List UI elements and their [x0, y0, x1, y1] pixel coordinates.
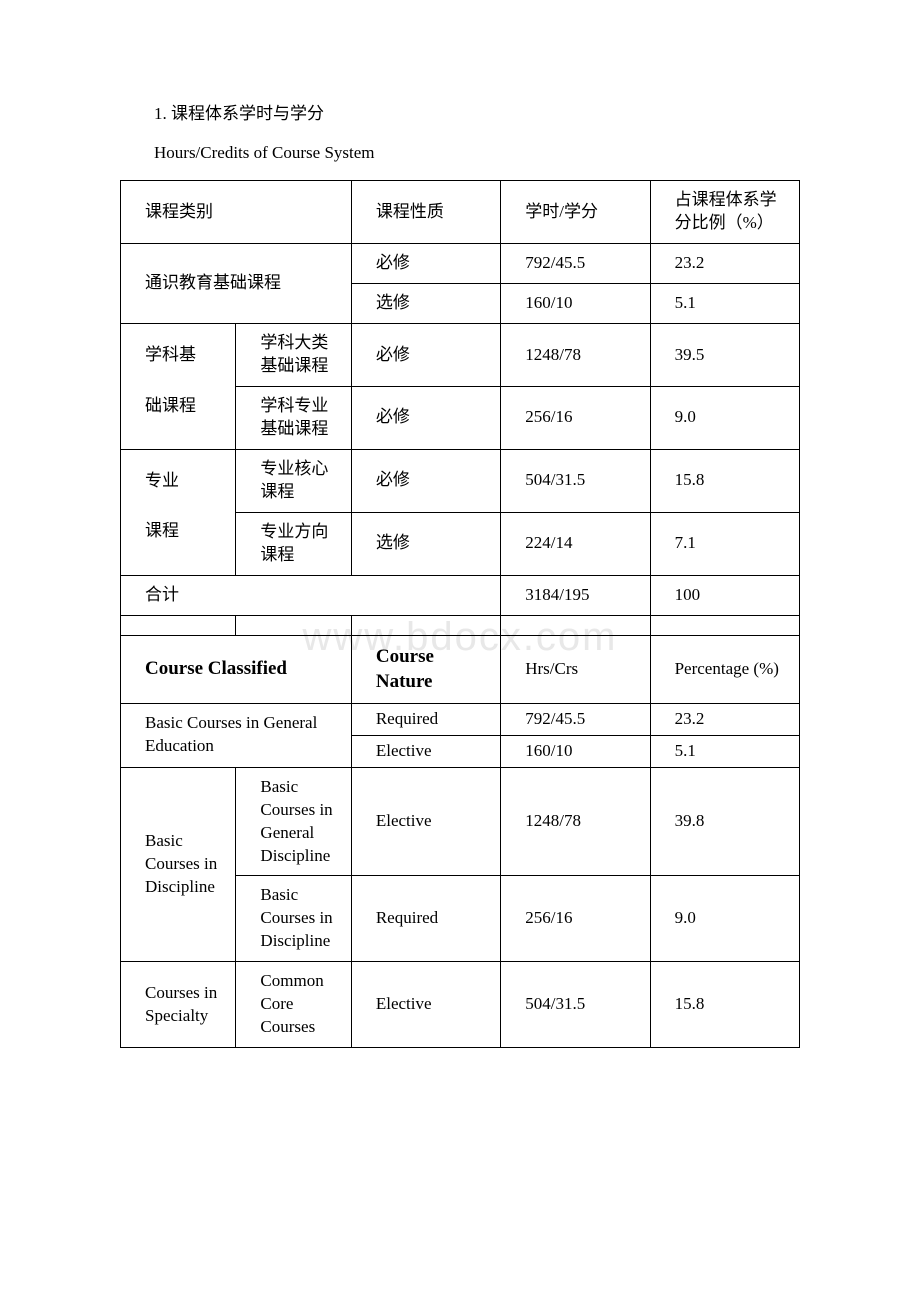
- cell-nature: Elective: [351, 735, 500, 767]
- cell-sub-label: Basic Courses in Discipline: [236, 876, 351, 962]
- header-nature: 课程性质: [351, 181, 500, 244]
- cell-sub-label: Common Core Courses: [236, 962, 351, 1048]
- cell-specialty-label-en: Courses in Specialty: [121, 962, 236, 1048]
- table-header-row-en: Course Classified Course Nature Hrs/Crs …: [121, 635, 800, 703]
- cell-pct: 100: [650, 575, 799, 615]
- header-hrscrs: 学时/学分: [501, 181, 650, 244]
- section-subheading: Hours/Credits of Course System: [120, 139, 800, 166]
- cell-nature: 必修: [351, 449, 500, 512]
- table-row: Basic Courses in Discipline Basic Course…: [121, 767, 800, 876]
- cell-discipline-label-2: 础课程: [121, 387, 236, 450]
- cell-pct: 23.2: [650, 703, 799, 735]
- cell-pct: 5.1: [650, 284, 799, 324]
- cell-pct: 9.0: [650, 876, 799, 962]
- header-percent-en: Percentage (%): [650, 635, 799, 703]
- cell-nature: Elective: [351, 962, 500, 1048]
- cell-hrscrs: 160/10: [501, 284, 650, 324]
- header-category: 课程类别: [121, 181, 352, 244]
- table-row: 础课程 学科专业基础课程 必修 256/16 9.0: [121, 387, 800, 450]
- cell-hrscrs: 792/45.5: [501, 244, 650, 284]
- cell-hrscrs: 160/10: [501, 735, 650, 767]
- cell-hrscrs: 1248/78: [501, 767, 650, 876]
- table-spacer-row: [121, 615, 800, 635]
- table-header-row: 课程类别 课程性质 学时/学分 占课程体系学分比例（%）: [121, 181, 800, 244]
- cell-pct: 5.1: [650, 735, 799, 767]
- cell-nature: 必修: [351, 244, 500, 284]
- cell-nature: Required: [351, 876, 500, 962]
- table-row: Basic Courses in General Education Requi…: [121, 703, 800, 735]
- table-row: 课程 专业方向课程 选修 224/14 7.1: [121, 512, 800, 575]
- cell-discipline-label-1: 学科基: [121, 324, 236, 387]
- cell-nature: Elective: [351, 767, 500, 876]
- cell-pct: 39.5: [650, 324, 799, 387]
- cell-total-label: 合计: [121, 575, 501, 615]
- cell-sub-label: 专业方向课程: [236, 512, 351, 575]
- cell-pct: 9.0: [650, 387, 799, 450]
- cell-sub-label: 学科大类基础课程: [236, 324, 351, 387]
- cell-sub-label: 学科专业基础课程: [236, 387, 351, 450]
- cell-sub-label: Basic Courses in General Discipline: [236, 767, 351, 876]
- header-percent: 占课程体系学分比例（%）: [650, 181, 799, 244]
- cell-nature: 选修: [351, 512, 500, 575]
- table-row-total: 合计 3184/195 100: [121, 575, 800, 615]
- header-nature-en: Course Nature: [351, 635, 500, 703]
- cell-general-label: 通识教育基础课程: [121, 244, 352, 324]
- cell-pct: 15.8: [650, 962, 799, 1048]
- cell-hrscrs: 792/45.5: [501, 703, 650, 735]
- table-row: Courses in Specialty Common Core Courses…: [121, 962, 800, 1048]
- section-heading: 1. 课程体系学时与学分: [120, 100, 800, 127]
- cell-hrscrs: 224/14: [501, 512, 650, 575]
- cell-nature: 选修: [351, 284, 500, 324]
- document-content: 1. 课程体系学时与学分 Hours/Credits of Course Sys…: [120, 100, 800, 1048]
- header-category-en: Course Classified: [121, 635, 352, 703]
- table-row: 专业 专业核心课程 必修 504/31.5 15.8: [121, 449, 800, 512]
- cell-pct: 7.1: [650, 512, 799, 575]
- cell-pct: 23.2: [650, 244, 799, 284]
- cell-specialty-label-2: 课程: [121, 512, 236, 575]
- cell-discipline-label-en: Basic Courses in Discipline: [121, 767, 236, 962]
- cell-hrscrs: 1248/78: [501, 324, 650, 387]
- cell-pct: 15.8: [650, 449, 799, 512]
- cell-sub-label: 专业核心课程: [236, 449, 351, 512]
- table-row: 通识教育基础课程 必修 792/45.5 23.2: [121, 244, 800, 284]
- cell-hrscrs: 504/31.5: [501, 449, 650, 512]
- cell-nature: 必修: [351, 387, 500, 450]
- cell-nature: Required: [351, 703, 500, 735]
- cell-hrscrs: 256/16: [501, 876, 650, 962]
- cell-general-label-en: Basic Courses in General Education: [121, 703, 352, 767]
- cell-hrscrs: 504/31.5: [501, 962, 650, 1048]
- cell-hrscrs: 3184/195: [501, 575, 650, 615]
- cell-nature: 必修: [351, 324, 500, 387]
- cell-pct: 39.8: [650, 767, 799, 876]
- header-hrscrs-en: Hrs/Crs: [501, 635, 650, 703]
- cell-hrscrs: 256/16: [501, 387, 650, 450]
- course-table: 课程类别 课程性质 学时/学分 占课程体系学分比例（%） 通识教育基础课程 必修…: [120, 180, 800, 1048]
- table-row: 学科基 学科大类基础课程 必修 1248/78 39.5: [121, 324, 800, 387]
- cell-specialty-label-1: 专业: [121, 449, 236, 512]
